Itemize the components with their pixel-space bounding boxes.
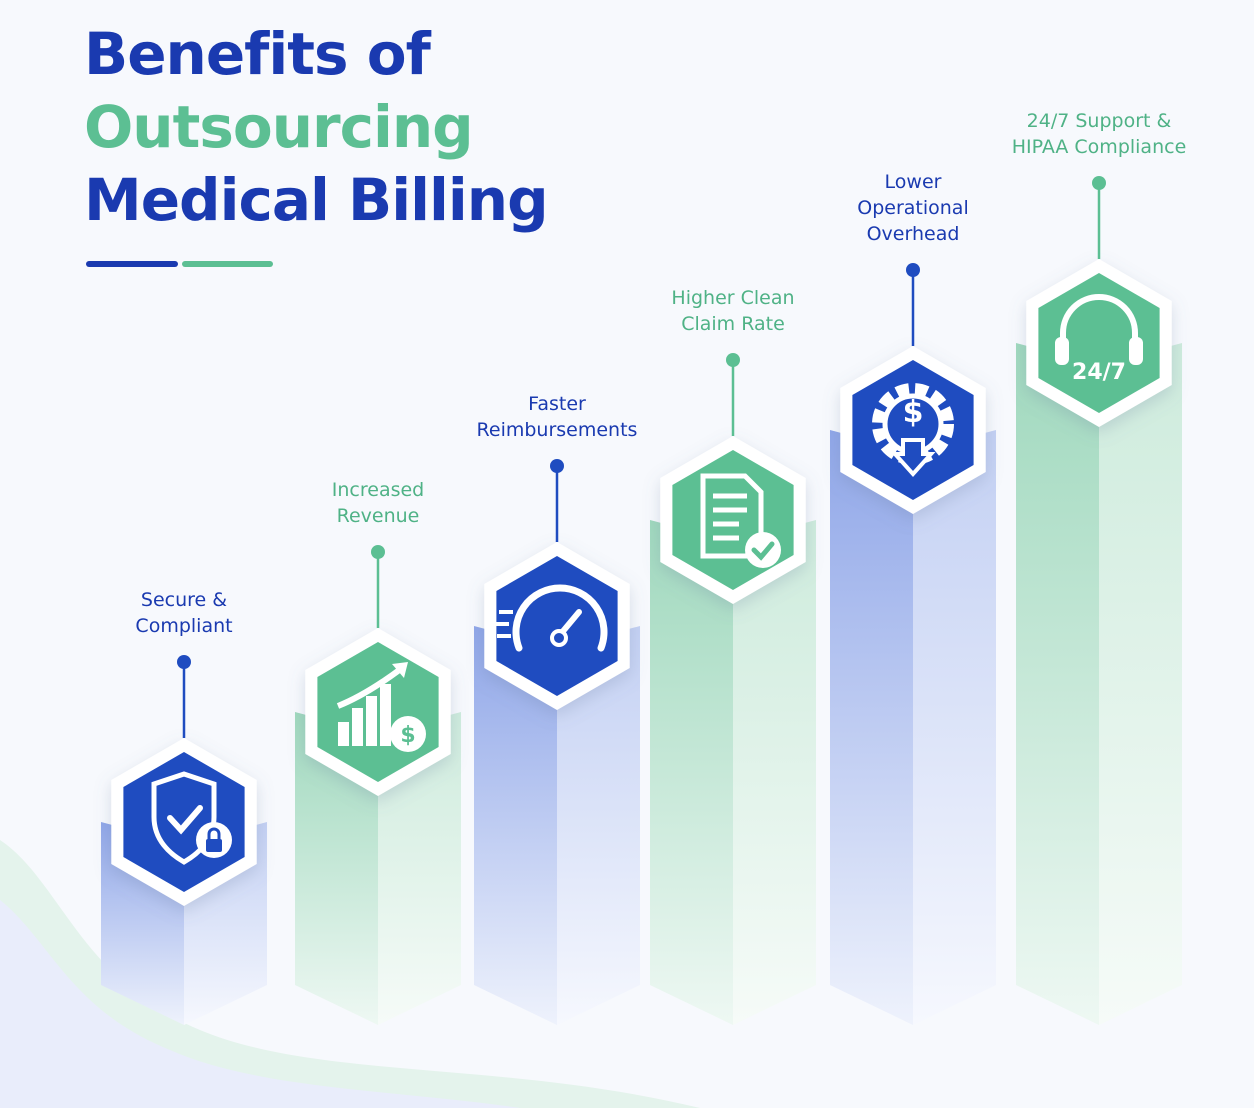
column-face	[913, 430, 996, 1025]
hexagon	[852, 360, 974, 500]
column-face	[474, 626, 557, 1025]
icon	[745, 532, 781, 568]
column-face	[378, 712, 461, 1025]
icon	[336, 665, 404, 709]
swoosh	[0, 840, 700, 1108]
icon-group: 24/7	[1055, 294, 1143, 385]
icon	[390, 716, 426, 752]
icon-group	[495, 584, 608, 652]
icon	[338, 722, 349, 746]
icon	[890, 438, 936, 477]
step-label: Reimbursements	[477, 419, 638, 441]
icon	[872, 383, 954, 465]
connector-dot	[177, 655, 191, 669]
icon	[392, 662, 408, 678]
column-face	[733, 520, 816, 1025]
column-face	[1016, 343, 1099, 1025]
icon	[512, 584, 608, 652]
connector-dot	[726, 353, 740, 367]
icon-group: $	[872, 383, 954, 477]
icon	[167, 805, 203, 835]
icon	[1055, 337, 1069, 365]
connector-dot	[550, 459, 564, 473]
step-label: Higher Clean	[671, 287, 794, 309]
step-label: Operational	[857, 197, 968, 219]
icon	[207, 827, 221, 839]
column-face	[295, 712, 378, 1025]
step-label: Claim Rate	[681, 313, 785, 335]
step-label: HIPAA Compliance	[1012, 136, 1187, 158]
icon	[700, 473, 764, 559]
icon	[366, 696, 377, 746]
icon	[550, 629, 568, 647]
title-line: Outsourcing	[84, 93, 473, 161]
underline	[86, 261, 178, 267]
step-label: Secure &	[141, 589, 227, 611]
connector-dot	[906, 263, 920, 277]
icon-group	[700, 473, 781, 568]
icon	[1129, 337, 1143, 365]
icon	[352, 708, 363, 746]
step-label: Increased	[332, 479, 424, 501]
step-label: 24/7 Support &	[1027, 110, 1172, 132]
icon-text: 24/7	[1072, 360, 1126, 385]
icon-group: $	[336, 662, 426, 752]
column-face	[1099, 343, 1182, 1025]
icon	[380, 684, 391, 746]
step-label: Faster	[528, 393, 586, 415]
step-label: Compliant	[135, 615, 232, 637]
icon	[206, 839, 222, 852]
swoosh	[0, 900, 520, 1108]
connector-dot	[371, 545, 385, 559]
icon	[1060, 294, 1138, 353]
connector-dot	[1092, 176, 1106, 190]
icon	[151, 771, 217, 865]
icon: $	[400, 723, 415, 748]
title-line: Benefits of	[84, 20, 432, 88]
icon	[751, 541, 775, 561]
column-face	[650, 520, 733, 1025]
column-face	[557, 626, 640, 1025]
column-face	[830, 430, 913, 1025]
step-label: Overhead	[867, 223, 960, 245]
title-line: Medical Billing	[84, 166, 548, 234]
hexagon	[1038, 273, 1160, 413]
underline	[182, 261, 273, 267]
icon: $	[903, 395, 924, 430]
icon-group	[151, 771, 232, 865]
hexagon	[496, 556, 618, 696]
step-label: Revenue	[337, 505, 420, 527]
step-label: Lower	[885, 171, 942, 193]
